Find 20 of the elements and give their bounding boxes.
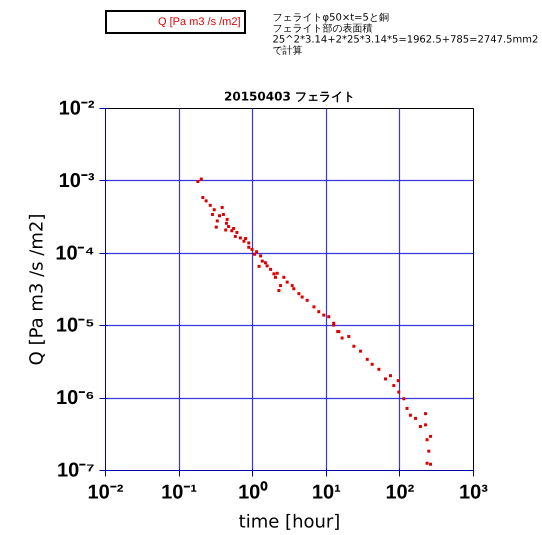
y-tick-label: 10⁻³ — [58, 170, 95, 192]
x-tick-label: 10³ — [459, 482, 488, 504]
chart-title: 20150403 フェライト — [224, 90, 355, 104]
text: で計算 — [272, 44, 302, 56]
text: フェライトφ50×t=5と銅 — [272, 12, 389, 24]
x-tick-label: 10¹ — [312, 482, 342, 504]
x-tick-label: 10⁻² — [88, 482, 124, 504]
y-tick-label: 10⁻² — [58, 98, 95, 120]
y-tick-label: 10⁻⁷ — [57, 460, 94, 482]
x-axis-title: time [hour] — [238, 512, 340, 532]
y-tick-label: 10⁻⁵ — [56, 314, 94, 337]
x-tick-label: 10² — [385, 482, 415, 504]
y-axis-title: Q [Pa m3 /s /m2] — [26, 214, 48, 366]
y-tick-label: 10⁻⁶ — [56, 387, 95, 410]
x-tick-label: 10⁻¹ — [161, 482, 198, 504]
y-tick-label: 10⁻⁴ — [55, 242, 94, 264]
x-tick-label: 10⁰ — [238, 480, 268, 504]
text: Q [Pa m3 /s /m2] — [158, 15, 241, 29]
text: フェライト部の表面積 — [272, 22, 372, 34]
text: 25^2*3.14+2*25*3.14*5=1962.5+785=2747.5mm2 — [272, 34, 538, 46]
